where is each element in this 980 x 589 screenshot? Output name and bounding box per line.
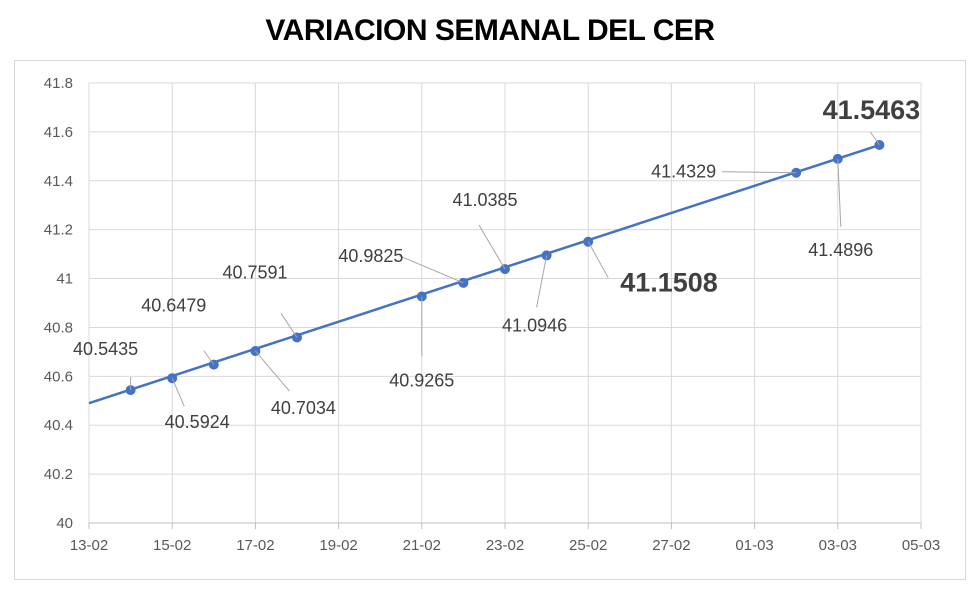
data-label-leader bbox=[478, 224, 506, 270]
x-tick-label: 19-02 bbox=[319, 537, 357, 554]
data-label-leader bbox=[255, 350, 290, 392]
data-label: 40.9265 bbox=[389, 371, 454, 391]
chart-title: VARIACION SEMANAL DEL CER bbox=[265, 14, 715, 47]
x-tick-label: 03-03 bbox=[819, 537, 857, 554]
y-tick-label: 40.2 bbox=[44, 466, 73, 483]
x-tick-label: 27-02 bbox=[652, 537, 690, 554]
y-tick-label: 41 bbox=[56, 271, 73, 288]
x-tick-label: 25-02 bbox=[569, 537, 607, 554]
data-label-leader bbox=[869, 131, 880, 146]
x-tick-label: 01-03 bbox=[735, 537, 773, 554]
y-tick-label: 40.4 bbox=[44, 417, 73, 434]
data-label: 40.7591 bbox=[222, 262, 287, 282]
data-label: 40.5435 bbox=[73, 339, 138, 359]
y-tick-label: 40.8 bbox=[44, 319, 73, 336]
x-tick-label: 05-03 bbox=[902, 537, 940, 554]
chart-frame: 40 40.2 40.4 40.6 40.8 41 41.2 41.4 41.6 41.8 13-0… bbox=[14, 60, 966, 580]
y-tick-label: 41.6 bbox=[44, 124, 73, 141]
y-tick-label: 41.8 bbox=[44, 75, 73, 92]
series-cer bbox=[88, 140, 885, 405]
data-point[interactable] bbox=[541, 250, 552, 261]
data-labels: 40.5435 40.5924 40.6479 40.7034 40.7591 40.92… bbox=[73, 95, 920, 432]
data-label-leader bbox=[722, 171, 797, 174]
data-label: 41.4896 bbox=[808, 240, 873, 260]
line-chart: 40 40.2 40.4 40.6 40.8 41 41.2 41.4 41.6 41.8 13-0… bbox=[44, 75, 940, 554]
y-tick-label: 41.2 bbox=[44, 222, 73, 239]
data-label-leader bbox=[203, 350, 215, 365]
data-label: 40.5924 bbox=[165, 412, 230, 432]
data-label: 40.7034 bbox=[271, 398, 336, 418]
y-tick-label: 40 bbox=[56, 515, 73, 532]
data-label-leader bbox=[280, 313, 298, 338]
data-label: 40.6479 bbox=[141, 296, 206, 316]
grid-lines bbox=[88, 82, 922, 524]
data-label: 40.9825 bbox=[338, 246, 403, 266]
x-tick-label: 21-02 bbox=[403, 537, 441, 554]
data-label: 41.4329 bbox=[651, 162, 716, 182]
x-tick-label: 17-02 bbox=[236, 537, 274, 554]
data-label-leader bbox=[837, 158, 842, 227]
series-line bbox=[88, 143, 880, 405]
data-label: 41.5463 bbox=[823, 95, 921, 125]
axes: 40 40.2 40.4 40.6 40.8 41 41.2 41.4 41.6 41.8 13-0… bbox=[44, 75, 940, 554]
y-tick-label: 41.4 bbox=[44, 173, 73, 190]
data-label: 41.1508 bbox=[620, 268, 718, 298]
x-tick-label: 23-02 bbox=[486, 537, 524, 554]
data-label-leader bbox=[587, 241, 609, 278]
x-tick-label: 15-02 bbox=[153, 537, 191, 554]
data-label: 41.0946 bbox=[502, 315, 567, 335]
y-tick-label: 40.6 bbox=[44, 368, 73, 385]
data-point[interactable] bbox=[874, 140, 885, 151]
data-label-leader bbox=[399, 255, 464, 284]
x-tick-label: 13-02 bbox=[70, 537, 108, 554]
data-label-leader bbox=[171, 377, 185, 407]
data-label-leader bbox=[536, 255, 548, 308]
data-label: 41.0385 bbox=[452, 190, 517, 210]
